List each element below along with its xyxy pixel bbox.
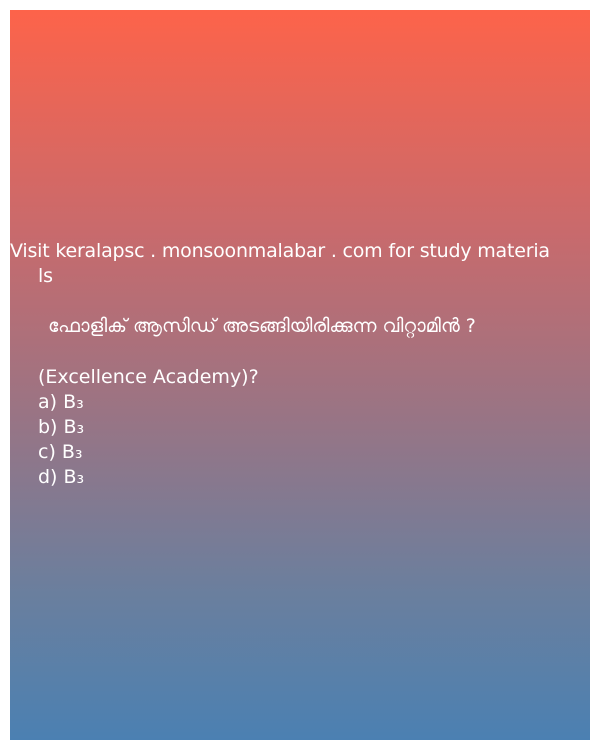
academy-label: (Excellence Academy)? [38,366,259,388]
option-d: d) B₃ [38,466,85,488]
option-c: c) B₃ [38,441,83,463]
question-text: ഫോളിക് ആസിഡ് അടങ്ങിയിരിക്കുന്ന വിറ്റാമിൻ… [48,315,476,337]
option-b: b) B₃ [38,416,85,438]
answer-block: (Excellence Academy)? a) B₃ b) B₃ c) B₃ … [38,365,578,490]
question-card: Visit keralapsc . monsoonmalabar . com f… [10,10,590,740]
source-line-2: ls [38,265,53,287]
source-text: Visit keralapsc . monsoonmalabar . com f… [10,239,590,289]
source-line-1: Visit keralapsc . monsoonmalabar . com f… [10,240,550,262]
option-a: a) B₃ [38,391,84,413]
